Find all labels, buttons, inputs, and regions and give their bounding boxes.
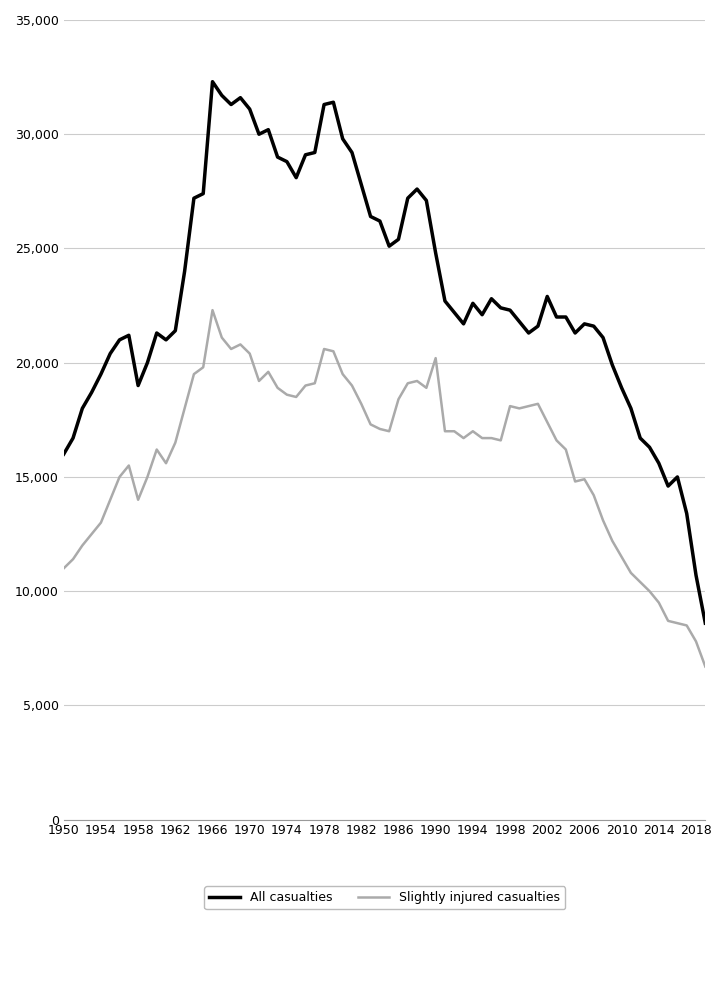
Slightly injured casualties [218,331,226,343]
Slightly injured casualties [264,366,273,378]
All casualties [264,124,273,135]
Slightly injured casualties [617,551,626,563]
All casualties [617,382,626,394]
Slightly injured casualties [701,661,710,673]
Slightly injured casualties [608,535,617,547]
All casualties [701,617,710,629]
Line: Slightly injured casualties: Slightly injured casualties [64,311,705,667]
Legend: All casualties, Slightly injured casualties: All casualties, Slightly injured casualt… [204,886,565,909]
Slightly injured casualties [208,305,217,316]
All casualties [208,76,217,88]
Slightly injured casualties [422,382,431,394]
Slightly injured casualties [60,563,68,575]
All casualties [608,359,617,371]
All casualties [60,448,68,460]
Slightly injured casualties [143,471,151,483]
All casualties [422,195,431,207]
All casualties [218,89,226,101]
All casualties [143,357,151,369]
Line: All casualties: All casualties [64,82,705,623]
